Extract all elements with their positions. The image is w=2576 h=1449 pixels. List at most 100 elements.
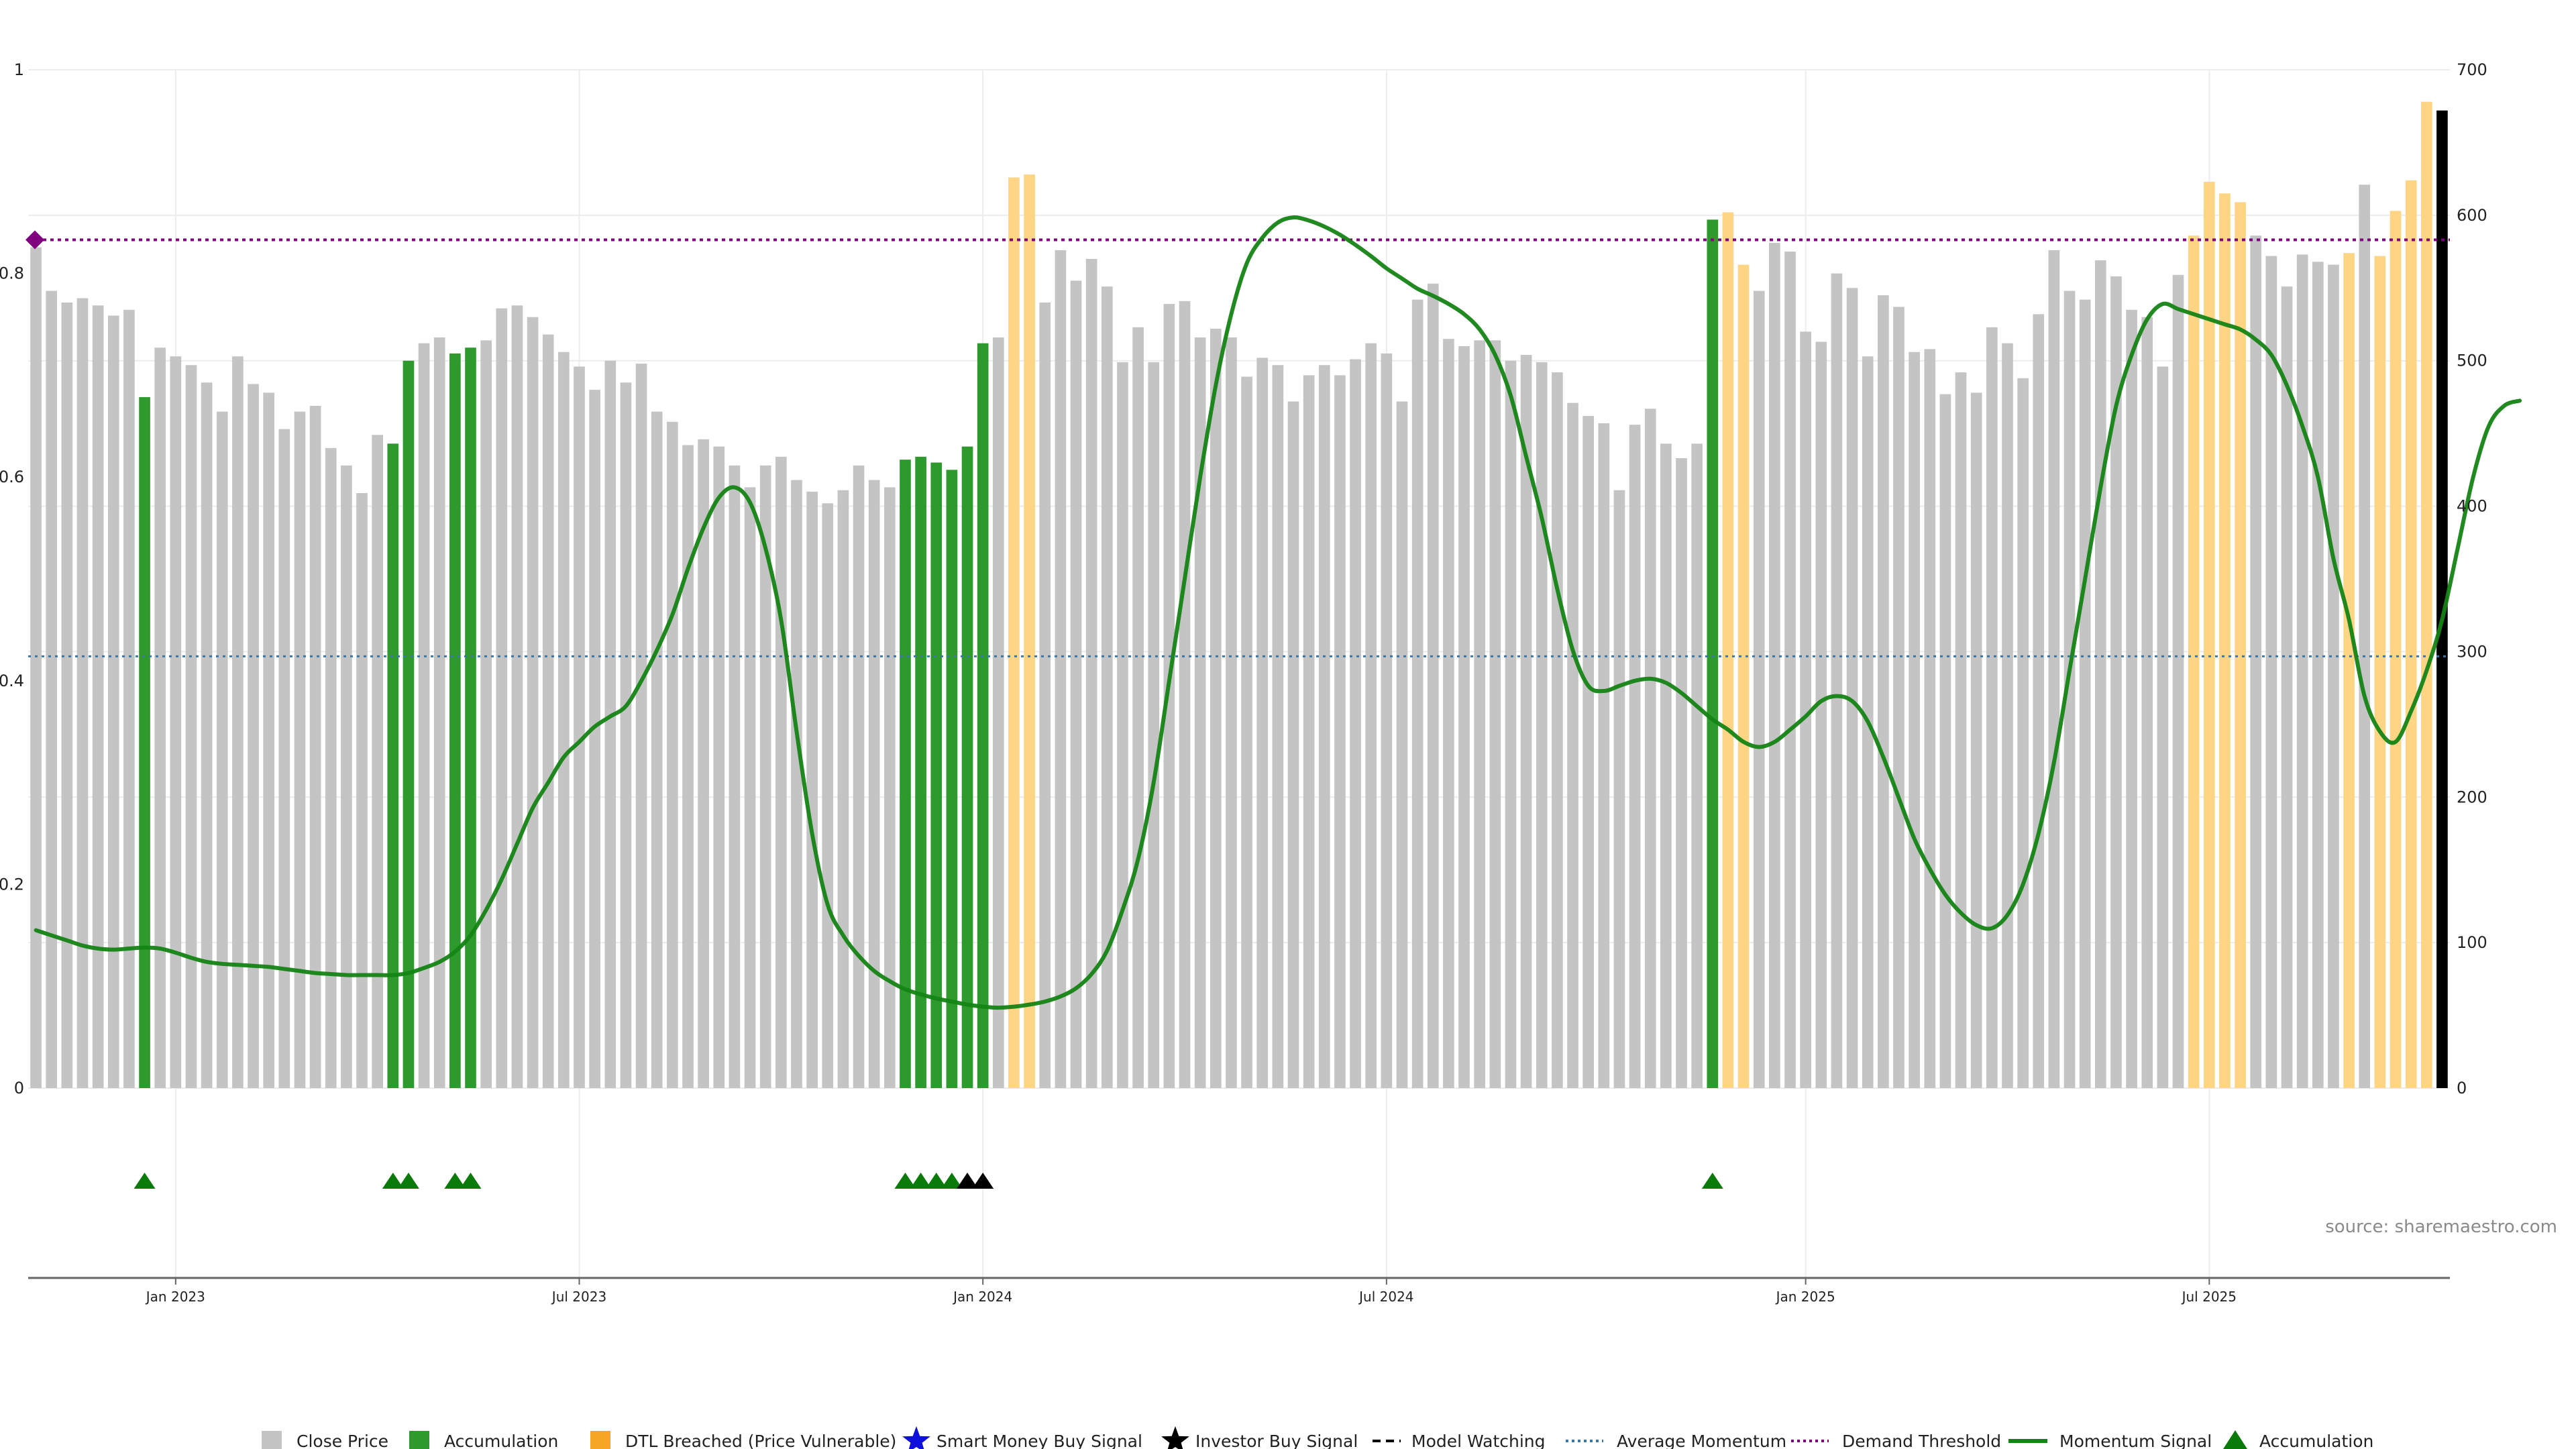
close-price-bar — [1210, 329, 1222, 1088]
close-price-bar — [2048, 250, 2060, 1089]
left-axis-tick-label: 1 — [14, 60, 24, 79]
accumulation-bar — [977, 343, 989, 1089]
left-axis-tick-label: 0.2 — [0, 875, 24, 894]
close-price-bar — [667, 421, 678, 1088]
close-price-bar — [1909, 352, 1920, 1088]
legend-label: Demand Threshold — [1842, 1432, 2001, 1449]
legend-swatch — [262, 1431, 282, 1449]
legend-label: Momentum Signal — [2059, 1432, 2212, 1449]
close-price-bar — [2141, 317, 2153, 1089]
close-price-bar — [433, 337, 445, 1089]
demand-threshold-diamond — [25, 230, 44, 250]
legend-label: Investor Buy Signal — [1195, 1432, 1358, 1449]
close-price-bar — [574, 366, 585, 1088]
close-price-bar — [325, 447, 337, 1088]
accumulation-bar — [930, 462, 943, 1088]
legend-item-investor: Investor Buy Signal — [1161, 1426, 1358, 1449]
close-price-bar — [1567, 402, 1578, 1088]
investor-buy-marker — [972, 1173, 994, 1189]
close-price-bar — [46, 290, 58, 1089]
accumulation-marker — [382, 1173, 404, 1189]
accumulation-marker — [925, 1173, 947, 1189]
close-price-bar — [1769, 243, 1780, 1088]
close-price-bar — [744, 487, 756, 1088]
close-price-bar — [232, 356, 244, 1089]
close-price-bar — [1148, 362, 1160, 1089]
accumulation-bar — [402, 360, 415, 1088]
accumulation-marker — [941, 1173, 963, 1189]
close-price-bar — [496, 308, 508, 1088]
close-price-bar — [1443, 339, 1454, 1089]
close-price-bar — [1582, 416, 1595, 1088]
close-price-bar — [2281, 286, 2293, 1088]
close-price-bar — [542, 334, 554, 1089]
close-price-bar — [1427, 283, 1439, 1088]
close-price-bar — [2110, 276, 2122, 1088]
close-price-bar — [1085, 258, 1097, 1088]
close-price-bar — [2157, 366, 2169, 1088]
close-price-bar — [511, 305, 523, 1088]
close-price-bar — [558, 352, 570, 1088]
close-price-bar — [2063, 290, 2076, 1089]
dtl-breached-bar — [2235, 202, 2246, 1089]
right-axis-tick-label: 400 — [2457, 497, 2487, 516]
close-price-bar — [604, 360, 616, 1088]
close-price-bar — [651, 411, 663, 1088]
close-price-bar — [1396, 401, 1408, 1088]
right-axis-tick-label: 300 — [2457, 642, 2487, 661]
legend: Close Price Accumulation DTL Breached (Pri… — [262, 1426, 2373, 1449]
close-price-bar — [1939, 394, 1951, 1088]
dtl-breached-bar — [1008, 177, 1020, 1089]
close-price-bar — [1536, 362, 1548, 1089]
close-price-bar — [2002, 343, 2013, 1089]
close-price-bar — [1753, 290, 1765, 1089]
close-price-bar — [1241, 376, 1252, 1088]
close-price-bar — [278, 429, 290, 1088]
close-price-bar — [76, 298, 89, 1089]
close-price-bar — [2436, 110, 2448, 1089]
close-price-bar — [713, 446, 725, 1088]
right-axis-tick-label: 600 — [2457, 206, 2487, 225]
accumulation-bar — [1707, 219, 1719, 1089]
close-price-bar — [1970, 392, 1982, 1088]
legend-label: Accumulation — [444, 1432, 558, 1449]
close-price-bar — [1350, 359, 1361, 1089]
close-price-bar — [527, 317, 539, 1089]
right-axis-tick-label: 500 — [2457, 352, 2487, 370]
close-price-bar — [1955, 372, 1967, 1088]
close-price-bar — [992, 337, 1004, 1089]
close-price-bar — [1846, 288, 1858, 1089]
signal-lines — [25, 215, 2522, 1010]
close-price-bar — [1381, 353, 1393, 1089]
dtl-breached-bar — [1722, 212, 1734, 1088]
close-price-bar — [1365, 343, 1377, 1089]
close-price-bar — [1831, 273, 1843, 1089]
close-price-bar — [2328, 264, 2339, 1088]
close-price-bar — [2172, 274, 2184, 1089]
close-price-bar — [1194, 337, 1206, 1089]
accumulation-marker — [133, 1173, 156, 1189]
close-price-bar — [1660, 443, 1672, 1088]
close-price-bar — [1629, 425, 1641, 1088]
close-price-bar — [2094, 260, 2106, 1088]
close-price-bar — [1411, 299, 1424, 1088]
close-price-bar — [1489, 340, 1501, 1089]
x-axis-tick-label: Jul 2024 — [1358, 1289, 1413, 1305]
accumulation-marker — [894, 1173, 916, 1189]
accumulation-bar — [900, 460, 911, 1088]
close-price-bar — [806, 491, 818, 1088]
accumulation-bar — [465, 347, 476, 1088]
close-price-bar — [1800, 331, 1811, 1088]
close-price-bar — [589, 390, 600, 1088]
close-price-bar — [1878, 295, 1889, 1089]
triangle-icon — [2223, 1430, 2247, 1449]
x-axis-tick-label: Jan 2024 — [952, 1289, 1012, 1305]
close-price-bar — [185, 365, 197, 1088]
accumulation-marker — [444, 1173, 466, 1189]
left-axis-tick-label: 0 — [14, 1079, 24, 1097]
close-price-bar — [30, 247, 42, 1089]
legend-item-smart_money: Smart Money Buy Signal — [902, 1426, 1142, 1449]
close-price-bar — [372, 435, 384, 1088]
close-price-bar — [1070, 280, 1082, 1088]
right-axis-tick-label: 100 — [2457, 933, 2487, 952]
